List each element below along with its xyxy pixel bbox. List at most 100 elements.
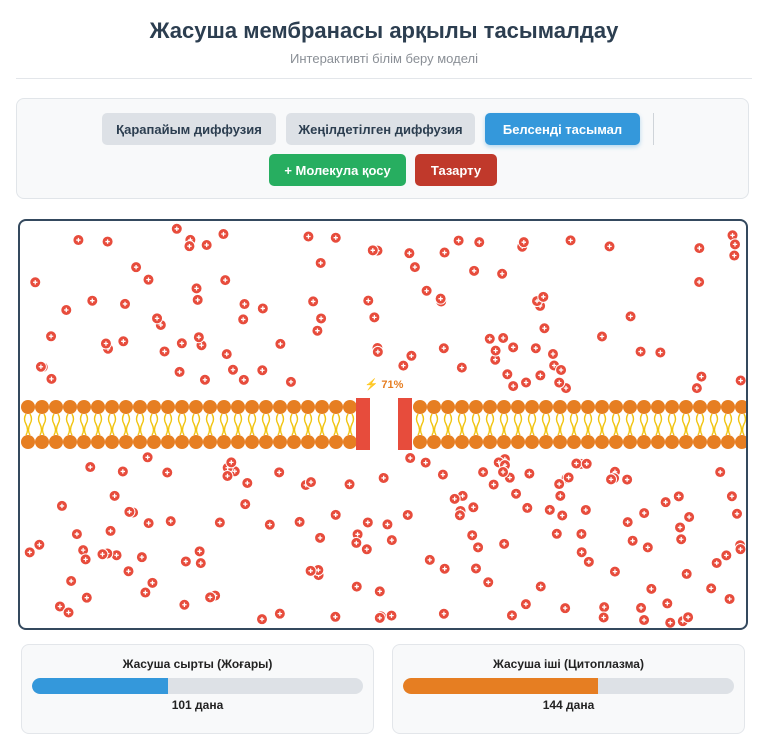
lipid-head	[21, 435, 35, 449]
molecule	[96, 548, 109, 561]
molecule	[194, 557, 207, 570]
molecule	[543, 503, 556, 516]
molecule	[237, 373, 250, 386]
lipid-head	[595, 400, 609, 414]
lipid-head	[511, 400, 525, 414]
molecule	[453, 509, 466, 522]
molecule	[79, 553, 92, 566]
molecule	[537, 290, 550, 303]
lipid-head	[105, 435, 119, 449]
lipid-tail	[107, 413, 113, 436]
lipid-head	[203, 435, 217, 449]
lipid-head	[63, 435, 77, 449]
lipid-head	[35, 400, 49, 414]
molecule	[34, 360, 47, 373]
lipid-head	[343, 435, 357, 449]
lipid-head	[735, 400, 746, 414]
lipid-head	[175, 435, 189, 449]
lipid-head	[21, 400, 35, 414]
molecule	[221, 469, 234, 482]
molecule	[550, 527, 563, 540]
lipid-head	[287, 400, 301, 414]
facilitated-diffusion-button[interactable]: Жеңілдетілген диффузия	[286, 113, 475, 145]
molecule	[728, 249, 741, 262]
add-molecule-button[interactable]: + Молекула қосу	[269, 154, 406, 186]
lipid-tail	[153, 413, 159, 436]
molecule	[598, 601, 611, 614]
outside-stat-card: Жасуша сырты (Жоғары) 101 дана	[21, 644, 374, 734]
lipid-head	[553, 400, 567, 414]
lipid-head	[91, 435, 105, 449]
molecule	[62, 606, 75, 619]
molecule	[695, 370, 708, 383]
lipid-tail	[233, 413, 239, 436]
lipid-tail	[503, 413, 509, 436]
lipid-tail	[699, 413, 705, 436]
simple-diffusion-button[interactable]: Қарапайым диффузия	[102, 113, 276, 145]
lipid-tail	[223, 413, 229, 436]
lipid-tail	[611, 413, 617, 436]
molecule	[72, 234, 85, 247]
lipid-tail	[23, 413, 29, 436]
lipid-tail	[475, 413, 481, 436]
lipid-tail	[331, 413, 337, 436]
molecule	[438, 246, 451, 259]
pump-protein-left	[356, 398, 370, 450]
molecule	[385, 609, 398, 622]
lipid-head	[707, 400, 721, 414]
molecule	[579, 503, 592, 516]
lipid-tail	[167, 413, 173, 436]
lipid-tail	[349, 413, 355, 436]
molecule	[624, 310, 637, 323]
lipid-tail	[643, 413, 649, 436]
lipid-tail	[531, 413, 537, 436]
lipid-tail	[615, 413, 621, 436]
molecule	[534, 369, 547, 382]
lipid-tail	[601, 413, 607, 436]
molecule	[505, 609, 518, 622]
molecule	[521, 501, 534, 514]
molecule	[635, 601, 648, 614]
molecule	[173, 365, 186, 378]
lipid-tail	[461, 413, 467, 436]
molecule	[497, 465, 510, 478]
molecule	[405, 349, 418, 362]
molecule	[238, 298, 251, 311]
molecule	[496, 267, 509, 280]
lipid-head	[273, 400, 287, 414]
lipid-head	[301, 400, 315, 414]
lipid-head	[469, 400, 483, 414]
molecule	[179, 555, 192, 568]
molecule	[734, 374, 746, 387]
lipid-tail	[191, 413, 197, 436]
molecule	[343, 478, 356, 491]
clear-button[interactable]: Тазарту	[415, 154, 497, 186]
molecule	[575, 527, 588, 540]
lipid-head	[735, 435, 746, 449]
molecule	[53, 600, 66, 613]
active-transport-button[interactable]: Белсенді тасымал	[485, 113, 640, 145]
molecule	[408, 261, 421, 274]
simulation-canvas[interactable]: ⚡ 71%	[18, 219, 748, 630]
molecule	[556, 509, 569, 522]
molecule	[564, 234, 577, 247]
molecule	[293, 515, 306, 528]
molecule	[200, 238, 213, 251]
molecule	[368, 311, 381, 324]
lipid-tail	[709, 413, 715, 436]
molecule	[482, 576, 495, 589]
molecule	[304, 476, 317, 489]
lipid-head	[301, 435, 315, 449]
lipid-head	[35, 435, 49, 449]
lipid-head	[497, 435, 511, 449]
molecule	[142, 273, 155, 286]
molecule	[198, 373, 211, 386]
molecule	[403, 247, 416, 260]
lipid-head	[651, 435, 665, 449]
simulation-svg: ⚡ 71%	[21, 222, 746, 628]
inside-bar-fill	[403, 678, 599, 694]
molecule	[423, 553, 436, 566]
lipid-head	[623, 435, 637, 449]
lipid-tail	[625, 413, 631, 436]
lipid-tail	[559, 413, 565, 436]
